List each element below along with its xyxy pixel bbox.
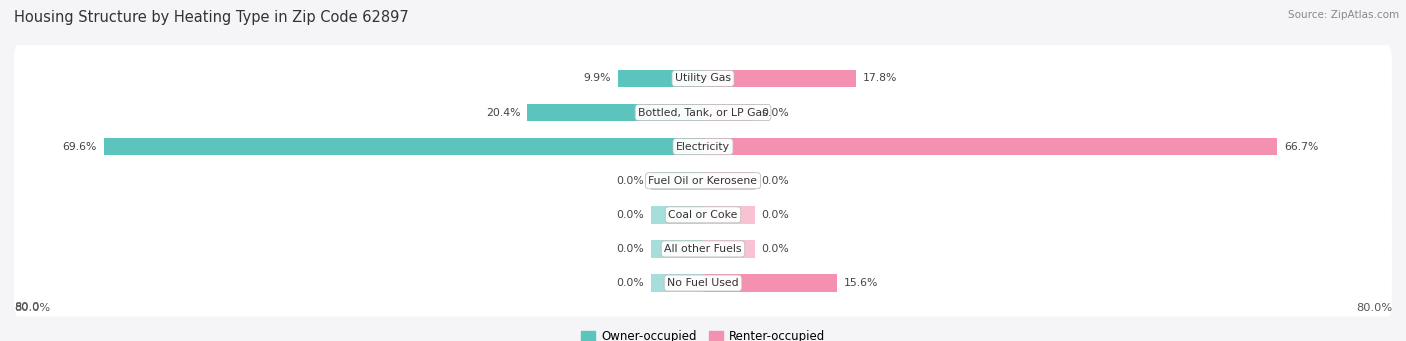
Text: Bottled, Tank, or LP Gas: Bottled, Tank, or LP Gas <box>638 107 768 118</box>
Bar <box>651 206 703 224</box>
Text: 0.0%: 0.0% <box>617 176 644 186</box>
Text: All other Fuels: All other Fuels <box>664 244 742 254</box>
Bar <box>14 266 1392 300</box>
Legend: Owner-occupied, Renter-occupied: Owner-occupied, Renter-occupied <box>576 325 830 341</box>
Bar <box>14 232 1392 266</box>
Text: 80.0: 80.0 <box>14 302 39 312</box>
Text: Fuel Oil or Kerosene: Fuel Oil or Kerosene <box>648 176 758 186</box>
FancyBboxPatch shape <box>14 147 1392 214</box>
Bar <box>14 198 1392 232</box>
Text: No Fuel Used: No Fuel Used <box>668 278 738 288</box>
Text: 0.0%: 0.0% <box>617 278 644 288</box>
FancyBboxPatch shape <box>14 113 1392 180</box>
Bar <box>703 104 755 121</box>
Bar <box>703 240 755 258</box>
Bar <box>617 70 703 87</box>
Text: 17.8%: 17.8% <box>863 73 897 84</box>
Text: Housing Structure by Heating Type in Zip Code 62897: Housing Structure by Heating Type in Zip… <box>14 10 409 25</box>
Text: Electricity: Electricity <box>676 142 730 152</box>
Bar <box>104 138 703 155</box>
Bar <box>703 70 856 87</box>
Bar <box>14 130 1392 164</box>
Text: 80.0%: 80.0% <box>1355 303 1392 313</box>
FancyBboxPatch shape <box>14 250 1392 316</box>
Text: 66.7%: 66.7% <box>1284 142 1319 152</box>
Text: 15.6%: 15.6% <box>844 278 879 288</box>
Text: 0.0%: 0.0% <box>617 244 644 254</box>
Text: 20.4%: 20.4% <box>486 107 520 118</box>
Bar <box>651 172 703 190</box>
FancyBboxPatch shape <box>14 79 1392 146</box>
FancyBboxPatch shape <box>14 45 1392 112</box>
Text: Utility Gas: Utility Gas <box>675 73 731 84</box>
Text: 0.0%: 0.0% <box>762 176 789 186</box>
Bar <box>527 104 703 121</box>
Bar <box>14 95 1392 130</box>
Bar <box>651 274 703 292</box>
FancyBboxPatch shape <box>14 216 1392 282</box>
Bar <box>14 61 1392 95</box>
Text: 0.0%: 0.0% <box>762 107 789 118</box>
Text: 0.0%: 0.0% <box>762 244 789 254</box>
Bar <box>703 138 1278 155</box>
Text: 80.0%: 80.0% <box>14 303 51 313</box>
Bar <box>651 240 703 258</box>
Text: 0.0%: 0.0% <box>617 210 644 220</box>
Bar <box>703 172 755 190</box>
Bar <box>703 206 755 224</box>
Text: 9.9%: 9.9% <box>583 73 610 84</box>
Text: 69.6%: 69.6% <box>62 142 97 152</box>
Text: 0.0%: 0.0% <box>762 210 789 220</box>
Bar <box>14 164 1392 198</box>
Text: Coal or Coke: Coal or Coke <box>668 210 738 220</box>
FancyBboxPatch shape <box>14 181 1392 248</box>
Bar <box>703 274 838 292</box>
Text: Source: ZipAtlas.com: Source: ZipAtlas.com <box>1288 10 1399 20</box>
